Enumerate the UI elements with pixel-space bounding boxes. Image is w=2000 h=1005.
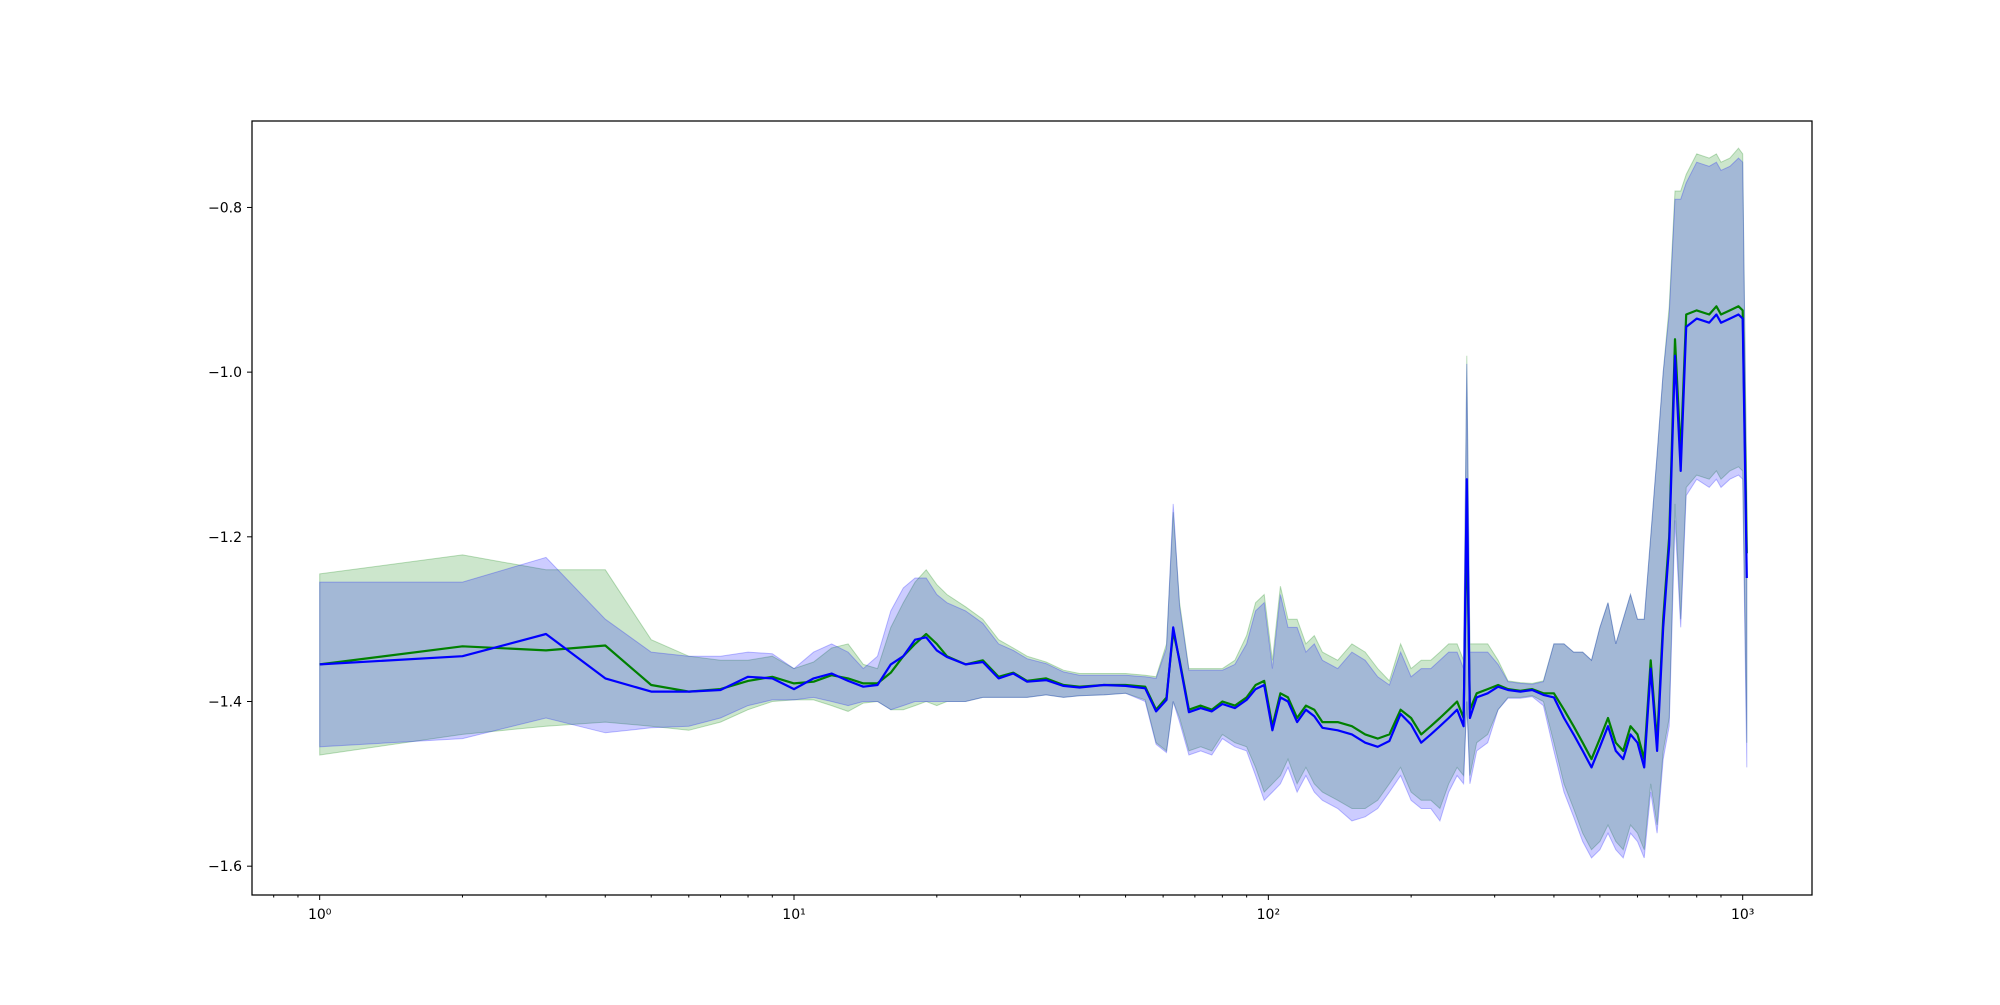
x-tick-label: 10⁰: [308, 907, 332, 923]
plot-frame: [251, 120, 1813, 896]
confidence-bands: [319, 147, 1748, 859]
series-2-band: [319, 157, 1748, 859]
series-2-line: [319, 313, 1748, 769]
y-tick-label: −1.2: [208, 530, 242, 546]
series-1-line: [319, 305, 1748, 761]
y-tick-label: −0.8: [208, 200, 242, 216]
x-tick-label: 10³: [1731, 907, 1754, 923]
y-axis: −0.8 −1.0 −1.2 −1.4 −1.6: [208, 200, 252, 875]
y-tick-label: −1.6: [208, 859, 242, 875]
y-tick-label: −1.4: [208, 695, 242, 711]
x-tick-label: 10²: [1257, 907, 1280, 923]
x-tick-label: 10¹: [782, 907, 805, 923]
y-tick-label: −1.0: [208, 365, 242, 381]
x-axis: 10⁰ 10¹ 10² 10³: [273, 895, 1754, 923]
series-1-band: [319, 147, 1748, 851]
series-lines: [319, 305, 1748, 769]
